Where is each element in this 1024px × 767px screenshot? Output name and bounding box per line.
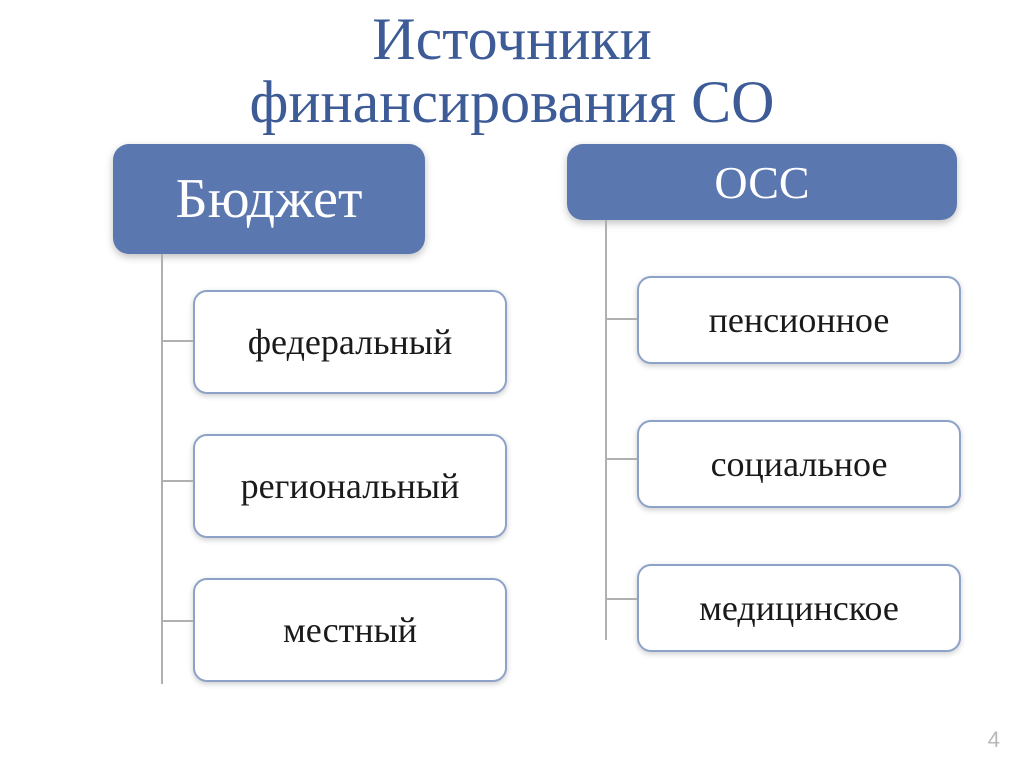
left-item: местный	[193, 578, 507, 682]
right-item: социальное	[637, 420, 961, 508]
left-item: федеральный	[193, 290, 507, 394]
right-items: пенсионное социальное медицинское	[567, 276, 961, 652]
left-item-label: местный	[283, 609, 417, 651]
connector	[605, 318, 637, 320]
left-item-label: региональный	[241, 465, 460, 507]
connector	[605, 220, 607, 640]
right-item: медицинское	[637, 564, 961, 652]
title-line2: финансирования СО	[250, 69, 775, 135]
title-line1: Источники	[372, 6, 652, 72]
connector	[161, 340, 193, 342]
diagram: Бюджет федеральный региональный местный …	[0, 144, 1024, 682]
left-header: Бюджет	[113, 144, 425, 254]
connector	[161, 480, 193, 482]
connector	[605, 458, 637, 460]
slide-title: Источники финансирования СО	[0, 0, 1024, 134]
left-items: федеральный региональный местный	[63, 290, 507, 682]
right-item: пенсионное	[637, 276, 961, 364]
left-branch: Бюджет федеральный региональный местный	[63, 144, 507, 682]
left-item: региональный	[193, 434, 507, 538]
left-item-label: федеральный	[248, 321, 453, 363]
connector	[605, 598, 637, 600]
right-item-label: пенсионное	[709, 299, 890, 341]
connector	[161, 620, 193, 622]
right-item-label: медицинское	[699, 587, 899, 629]
right-header: ОСС	[567, 144, 957, 220]
right-header-label: ОСС	[714, 156, 809, 209]
right-item-label: социальное	[711, 443, 888, 485]
page-number: 4	[988, 727, 1000, 753]
left-header-label: Бюджет	[176, 167, 363, 231]
right-branch: ОСС пенсионное социальное медицинское	[567, 144, 961, 682]
